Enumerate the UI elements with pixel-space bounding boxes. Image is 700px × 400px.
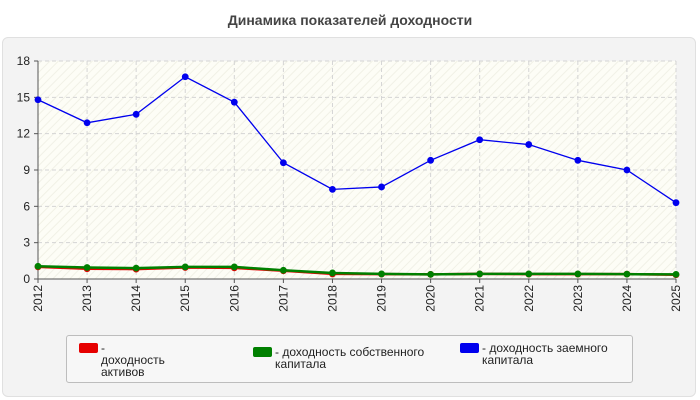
data-point [378,183,385,191]
data-point [83,264,91,271]
data-point [476,270,484,278]
y-tick-label: 0 [23,272,30,286]
data-point [476,136,484,144]
x-tick-label: 2020 [424,285,438,312]
legend-swatch-debt [460,343,479,353]
x-tick-label: 2015 [178,285,192,312]
data-point [427,270,435,278]
x-tick-label: 2023 [571,285,585,312]
data-point [525,141,533,148]
data-point [34,96,42,104]
data-point [427,156,435,164]
x-tick-label: 2013 [80,285,94,312]
x-tick-label: 2018 [325,285,339,312]
data-point [574,156,582,164]
legend-label-equity: - доходность собственного капитала [275,345,425,371]
data-point [623,270,631,278]
x-tick-label: 2012 [31,285,45,312]
data-point [623,166,631,174]
y-tick-label: 3 [23,236,30,250]
data-point [132,110,140,118]
series-debt [34,73,680,207]
series-equity [34,262,680,278]
y-tick-label: 12 [17,127,31,141]
x-tick-label: 2024 [620,285,634,312]
y-tick-label: 6 [23,199,30,213]
x-tick-label: 2025 [669,285,683,312]
x-tick-label: 2016 [227,285,241,312]
legend-swatch-assets [79,343,98,353]
x-tick-label: 2022 [522,285,536,312]
data-point [34,262,42,270]
legend-swatch-equity [253,347,272,357]
data-point [574,270,582,278]
data-point [181,73,189,81]
data-point [329,269,336,277]
legend: - доходность активов - доходность собств… [66,335,633,383]
x-tick-label: 2019 [375,285,389,312]
chart-title: Динамика показателей доходности [227,12,473,28]
data-point [672,199,680,207]
data-point [132,264,140,272]
series-line [37,75,677,204]
y-tick-label: 18 [17,54,31,68]
data-point [279,266,287,274]
data-point [672,270,680,278]
y-tick-label: 9 [23,163,30,177]
x-tick-label: 2021 [473,285,487,312]
data-point [181,263,189,271]
y-tick-label: 15 [17,90,31,104]
data-point [279,159,287,167]
data-point [378,270,385,278]
data-point [230,98,238,106]
x-tick-label: 2014 [129,285,143,312]
x-tick-label: 2017 [276,285,290,312]
legend-label-assets: - доходность активов [101,341,165,379]
data-point [525,270,533,278]
legend-label-debt: - доходность заемного капитала [482,341,608,367]
data-point [83,119,91,127]
data-point [329,185,336,193]
data-point [230,263,238,271]
series-line [37,265,677,276]
